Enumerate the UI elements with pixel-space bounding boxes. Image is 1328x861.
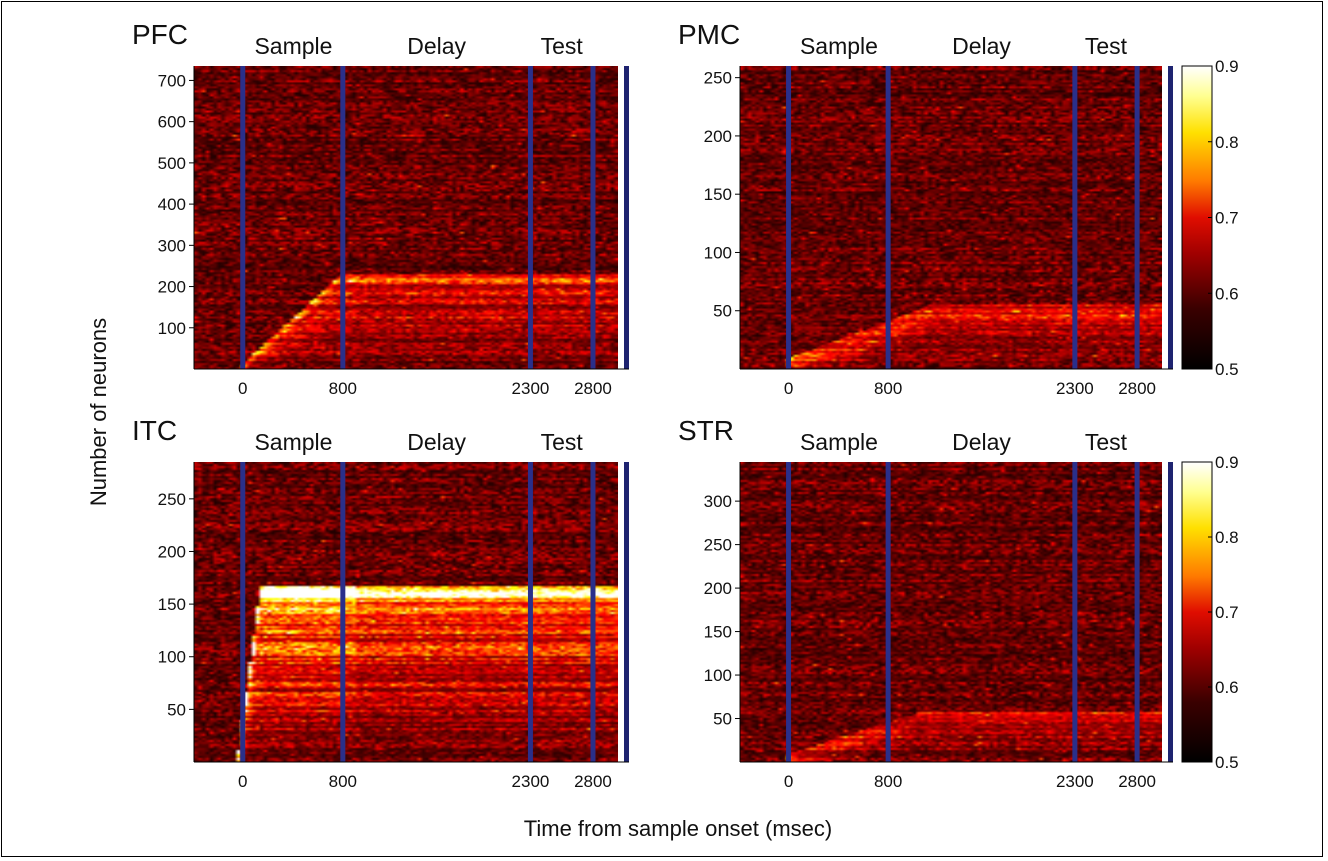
x-tick-label: 2300 [1056,379,1094,398]
y-tick-label: 100 [704,243,732,262]
edge-bar [1168,66,1173,369]
panel-itc: 50 100 150 200 250 0 800 2300 2800 Sample Delay Tes… [132,415,629,791]
epoch-label: Delay [407,429,466,455]
edge-bar [624,66,629,369]
y-tick-label: 200 [704,127,732,146]
heatmap-str [740,462,1162,762]
x-axis-title: Time from sample onset (msec) [524,816,832,841]
y-tick-label: 200 [158,542,186,561]
epoch-label: Test [541,429,584,455]
epoch-label: Sample [800,429,878,455]
x-tick-label: 2300 [512,379,550,398]
region-label: ITC [132,415,177,446]
colorbar-tick-label: 0.8 [1215,528,1239,547]
y-tick-label: 250 [704,69,732,88]
x-tick-label: 800 [874,379,902,398]
y-tick-label: 50 [167,700,186,719]
epoch-label: Test [1085,33,1128,59]
x-tick-label: 0 [238,772,247,791]
y-tick-label: 250 [704,536,732,555]
x-tick-label: 2800 [574,379,612,398]
panel-str: 50 100 150 200 250 300 0 800 2300 2800 Sample Delay… [678,415,1239,791]
y-tick-label: 500 [158,154,186,173]
epoch-label: Delay [952,429,1011,455]
x-tick-label: 2800 [1118,772,1156,791]
colorbar: 0.5 0.6 0.7 0.8 0.9 [1181,57,1239,379]
y-tick-label: 200 [704,579,732,598]
edge-gap [1163,462,1168,762]
colorbar-tick-label: 0.7 [1215,209,1239,228]
y-tick-label: 150 [704,185,732,204]
y-tick-label: 100 [704,666,732,685]
epoch-label: Sample [800,33,878,59]
epoch-label: Test [541,33,584,59]
region-label: PFC [132,19,188,50]
y-tick-label: 100 [158,648,186,667]
panel-pmc: 50 100 150 200 250 0 800 2300 2800 Sample Delay Tes… [678,19,1239,398]
colorbar-tick-label: 0.9 [1215,57,1239,76]
x-tick-label: 2300 [1056,772,1094,791]
heatmap-itc [194,462,618,762]
x-tick-label: 800 [329,772,357,791]
epoch-label: Sample [254,429,332,455]
y-axis-title: Number of neurons [86,318,111,506]
colorbar-tick-label: 0.7 [1215,603,1239,622]
heatmap-pfc [194,66,618,369]
y-tick-label: 300 [704,492,732,511]
colorbar: 0.5 0.6 0.7 0.8 0.9 [1181,453,1239,772]
edge-bar [624,462,629,762]
y-tick-label: 50 [713,302,732,321]
y-tick-label: 100 [158,319,186,338]
region-label: PMC [678,19,740,50]
x-tick-label: 2800 [574,772,612,791]
y-tick-label: 250 [158,490,186,509]
colorbar-tick-label: 0.8 [1215,133,1239,152]
colorbar-gradient [1181,461,1213,763]
y-tick-label: 600 [158,113,186,132]
epoch-label: Delay [407,33,466,59]
y-tick-label: 700 [158,71,186,90]
x-tick-label: 0 [238,379,247,398]
colorbar-gradient [1181,65,1213,370]
y-tick-label: 200 [158,278,186,297]
y-tick-label: 400 [158,195,186,214]
epoch-label: Test [1085,429,1128,455]
x-tick-label: 800 [874,772,902,791]
x-tick-label: 0 [784,772,793,791]
edge-gap [1163,66,1168,369]
x-tick-label: 0 [784,379,793,398]
y-tick-label: 150 [704,623,732,642]
edge-gap [619,462,624,762]
colorbar-tick-label: 0.5 [1215,753,1239,772]
edge-bar [1168,462,1173,762]
x-tick-label: 800 [329,379,357,398]
epoch-label: Delay [952,33,1011,59]
y-tick-label: 50 [713,710,732,729]
edge-gap [619,66,624,369]
epoch-label: Sample [254,33,332,59]
heatmap-pmc [740,66,1162,369]
panel-pfc: 100 200 300 400 500 600 700 0 800 2300 2800 Sample D… [132,19,629,398]
x-tick-label: 2300 [512,772,550,791]
x-tick-label: 2800 [1118,379,1156,398]
colorbar-tick-label: 0.6 [1215,284,1239,303]
colorbar-tick-label: 0.9 [1215,453,1239,472]
colorbar-tick-label: 0.5 [1215,360,1239,379]
y-tick-label: 150 [158,595,186,614]
y-tick-label: 300 [158,236,186,255]
region-label: STR [678,415,734,446]
colorbar-tick-label: 0.6 [1215,678,1239,697]
